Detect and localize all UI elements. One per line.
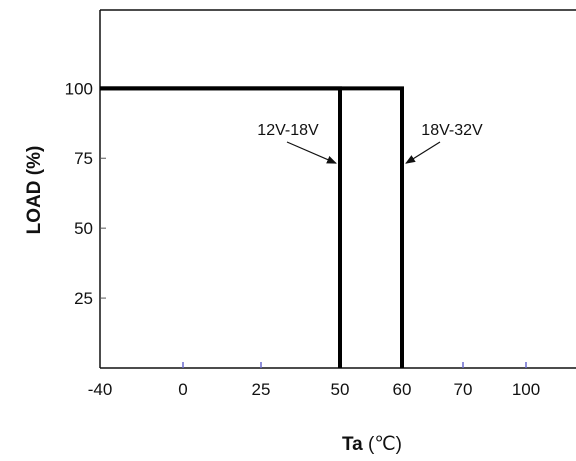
x-tick-label: 25 xyxy=(252,380,271,399)
x-axis-title: Ta (℃) xyxy=(342,434,402,455)
annotation-arrow xyxy=(405,141,441,164)
y-tick-label: 25 xyxy=(74,289,93,308)
series-line-18v-32v xyxy=(100,86,404,368)
x-tick-label: 0 xyxy=(178,380,187,399)
x-tick-label: 60 xyxy=(393,380,412,399)
x-tick-label: -40 xyxy=(88,380,113,399)
y-tick-label: 100 xyxy=(65,79,93,98)
annotation-label: 12V-18V xyxy=(257,122,319,139)
series-layer xyxy=(100,86,404,368)
annotation-arrow xyxy=(286,141,337,164)
y-axis-ticks: 25 50 75 100 xyxy=(65,79,106,308)
annotation-label: 18V-32V xyxy=(421,122,483,139)
y-axis-title: LOAD (%) xyxy=(24,146,45,235)
x-axis-title-symbol: Ta xyxy=(342,434,363,455)
y-tick-label: 75 xyxy=(74,149,93,168)
annotation-layer: 12V-18V 18V-32V xyxy=(257,122,483,164)
x-axis-title-unit: (℃) xyxy=(368,434,402,455)
x-tick-label: 70 xyxy=(454,380,473,399)
y-tick-label: 50 xyxy=(74,219,93,238)
x-tick-label: 100 xyxy=(512,380,540,399)
x-tick-label: 50 xyxy=(331,380,350,399)
